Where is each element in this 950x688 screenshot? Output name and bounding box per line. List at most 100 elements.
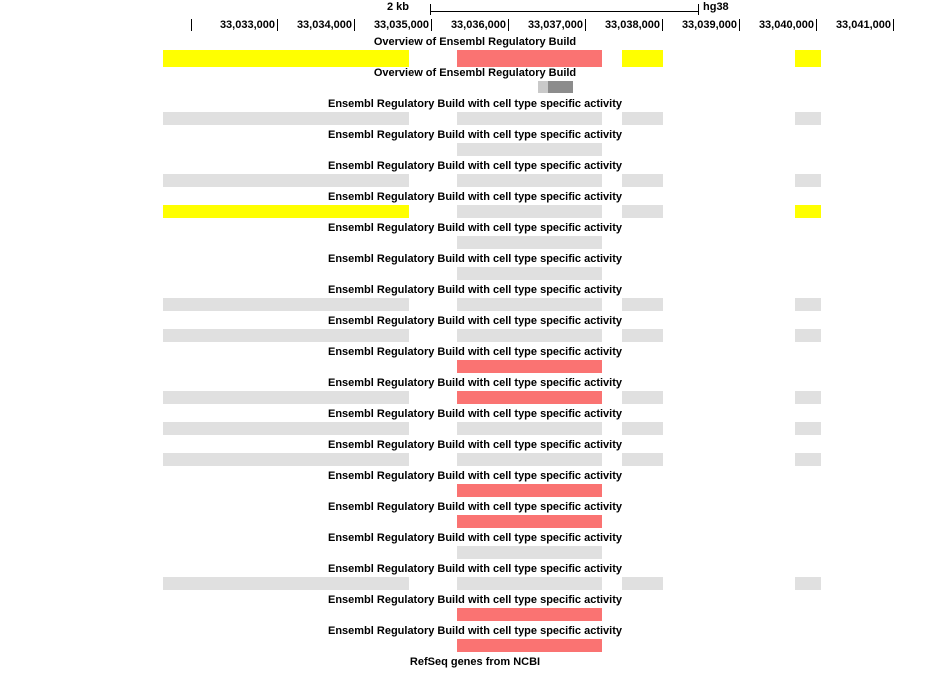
ruler-tick-label: 33,039,000 <box>681 19 737 31</box>
scale-bar-cap-right <box>698 4 699 15</box>
regulatory-feature-block[interactable] <box>795 329 821 342</box>
track[interactable]: Ensembl Regulatory Build with cell type … <box>0 315 950 346</box>
regulatory-feature-block[interactable] <box>457 329 602 342</box>
coordinate-ruler[interactable]: 33,033,000 33,034,000 33,035,000 33,036,000… <box>0 18 950 35</box>
regulatory-feature-block[interactable] <box>163 577 409 590</box>
regulatory-feature-block[interactable] <box>457 391 602 404</box>
regulatory-feature-block[interactable] <box>457 205 602 218</box>
regulatory-feature-block[interactable] <box>457 577 602 590</box>
regulatory-feature-block[interactable] <box>622 298 663 311</box>
regulatory-feature-block[interactable] <box>622 205 663 218</box>
track[interactable]: Ensembl Regulatory Build with cell type … <box>0 439 950 470</box>
track-title: Ensembl Regulatory Build with cell type … <box>327 563 623 575</box>
regulatory-feature-block[interactable] <box>457 515 602 528</box>
regulatory-feature-block[interactable] <box>795 205 821 218</box>
track[interactable]: Ensembl Regulatory Build with cell type … <box>0 470 950 501</box>
regulatory-feature-block[interactable] <box>622 329 663 342</box>
track[interactable]: Ensembl Regulatory Build with cell type … <box>0 532 950 563</box>
track[interactable]: Ensembl Regulatory Build with cell type … <box>0 160 950 191</box>
ruler-tick <box>585 19 586 31</box>
track[interactable]: Ensembl Regulatory Build with cell type … <box>0 408 950 439</box>
ruler-tick <box>739 19 740 31</box>
regulatory-feature-block[interactable] <box>795 453 821 466</box>
track-title: Ensembl Regulatory Build with cell type … <box>327 191 623 203</box>
ruler-tick-label: 33,038,000 <box>604 19 660 31</box>
regulatory-feature-block[interactable] <box>457 546 602 559</box>
regulatory-feature-block[interactable] <box>795 298 821 311</box>
feature-row <box>0 391 950 409</box>
track[interactable]: Ensembl Regulatory Build with cell type … <box>0 284 950 315</box>
regulatory-feature-block[interactable] <box>795 577 821 590</box>
track[interactable]: Ensembl Regulatory Build with cell type … <box>0 191 950 222</box>
track[interactable]: Ensembl Regulatory Build with cell type … <box>0 129 950 160</box>
regulatory-feature-block[interactable] <box>457 50 602 67</box>
feature-row <box>0 422 950 440</box>
regulatory-feature-block[interactable] <box>457 639 602 652</box>
track[interactable]: Ensembl Regulatory Build with cell type … <box>0 98 950 129</box>
regulatory-feature-block[interactable] <box>163 112 409 125</box>
regulatory-feature-block[interactable] <box>795 422 821 435</box>
track[interactable]: Overview of Ensembl Regulatory Build <box>0 67 950 98</box>
track[interactable]: Ensembl Regulatory Build with cell type … <box>0 501 950 532</box>
track-title: Ensembl Regulatory Build with cell type … <box>327 470 623 482</box>
regulatory-feature-block[interactable] <box>163 329 409 342</box>
track[interactable]: RefSeq genes from NCBI <box>0 656 950 687</box>
regulatory-feature-block[interactable] <box>457 267 602 280</box>
track-title: Ensembl Regulatory Build with cell type … <box>327 222 623 234</box>
regulatory-feature-block[interactable] <box>795 174 821 187</box>
regulatory-feature-block[interactable] <box>795 112 821 125</box>
track[interactable]: Ensembl Regulatory Build with cell type … <box>0 346 950 377</box>
regulatory-feature-block[interactable] <box>163 298 409 311</box>
regulatory-feature-block[interactable] <box>457 360 602 373</box>
track[interactable]: Ensembl Regulatory Build with cell type … <box>0 563 950 594</box>
regulatory-feature-block[interactable] <box>622 453 663 466</box>
track[interactable]: Ensembl Regulatory Build with cell type … <box>0 253 950 284</box>
track[interactable]: Ensembl Regulatory Build with cell type … <box>0 594 950 625</box>
regulatory-feature-block[interactable] <box>457 484 602 497</box>
scale-bar-cap-left <box>430 4 431 15</box>
ruler-tick <box>816 19 817 31</box>
assembly-label: hg38 <box>703 1 729 13</box>
regulatory-feature-block[interactable] <box>457 298 602 311</box>
feature-row <box>0 484 950 502</box>
regulatory-feature-block[interactable] <box>622 422 663 435</box>
feature-row <box>0 577 950 595</box>
regulatory-feature-block[interactable] <box>795 50 821 67</box>
regulatory-feature-block[interactable] <box>163 391 409 404</box>
feature-row <box>0 515 950 533</box>
regulatory-feature-block[interactable] <box>622 174 663 187</box>
track[interactable]: Ensembl Regulatory Build with cell type … <box>0 625 950 656</box>
ruler-tick <box>354 19 355 31</box>
track[interactable]: Overview of Ensembl Regulatory Build <box>0 36 950 67</box>
regulatory-feature-block[interactable] <box>622 112 663 125</box>
track-title: Ensembl Regulatory Build with cell type … <box>327 439 623 451</box>
regulatory-feature-block[interactable] <box>622 50 663 67</box>
ruler-tick-label: 33,037,000 <box>527 19 583 31</box>
regulatory-feature-block[interactable] <box>622 391 663 404</box>
regulatory-feature-block[interactable] <box>457 112 602 125</box>
regulatory-feature-block[interactable] <box>795 391 821 404</box>
regulatory-feature-block[interactable] <box>457 608 602 621</box>
regulatory-feature-block[interactable] <box>163 453 409 466</box>
regulatory-feature-block[interactable] <box>457 453 602 466</box>
track[interactable]: Ensembl Regulatory Build with cell type … <box>0 377 950 408</box>
regulatory-feature-block[interactable] <box>163 205 409 218</box>
track-title: Ensembl Regulatory Build with cell type … <box>327 625 623 637</box>
regulatory-feature-block[interactable] <box>163 422 409 435</box>
regulatory-feature-block[interactable] <box>457 422 602 435</box>
regulatory-feature-block[interactable] <box>457 236 602 249</box>
regulatory-feature-block[interactable] <box>163 174 409 187</box>
track-title: Ensembl Regulatory Build with cell type … <box>327 253 623 265</box>
feature-row <box>0 50 950 68</box>
regulatory-feature-block[interactable] <box>548 81 573 93</box>
regulatory-feature-block[interactable] <box>538 81 548 93</box>
feature-row <box>0 267 950 285</box>
track[interactable]: Ensembl Regulatory Build with cell type … <box>0 222 950 253</box>
regulatory-feature-block[interactable] <box>457 174 602 187</box>
feature-row <box>0 546 950 564</box>
regulatory-feature-block[interactable] <box>622 577 663 590</box>
regulatory-feature-block[interactable] <box>457 143 602 156</box>
regulatory-feature-block[interactable] <box>163 50 409 67</box>
feature-row <box>0 236 950 254</box>
